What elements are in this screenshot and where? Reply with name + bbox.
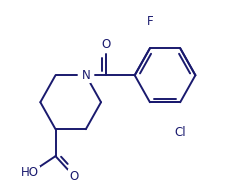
Text: N: N	[82, 69, 90, 82]
Text: F: F	[147, 15, 153, 28]
Text: Cl: Cl	[174, 126, 186, 139]
Text: O: O	[101, 38, 111, 51]
Text: O: O	[69, 170, 79, 183]
Text: HO: HO	[21, 166, 39, 180]
